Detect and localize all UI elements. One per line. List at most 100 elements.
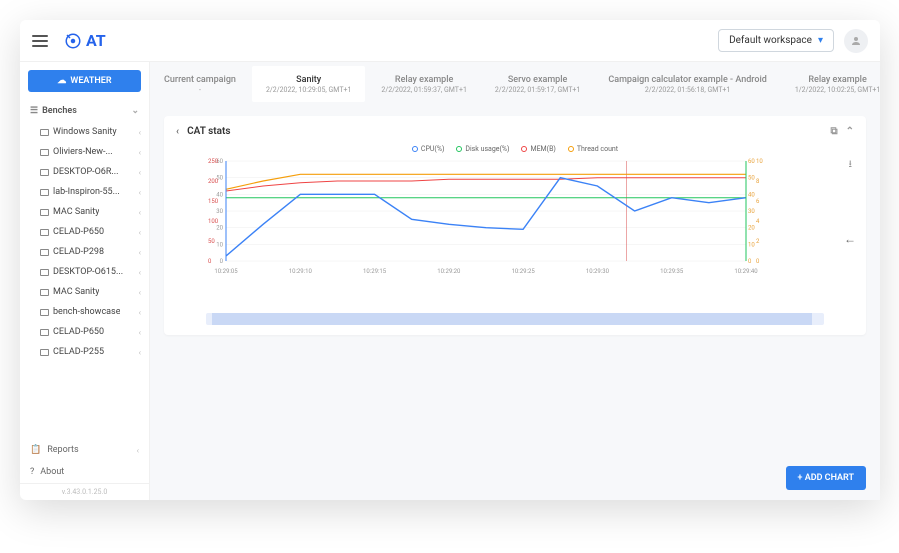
campaign-tabs: Current campaign-Sanity2/2/2022, 10:29:0… bbox=[150, 62, 880, 106]
monitor-icon bbox=[40, 269, 49, 276]
sidebar-item-bench[interactable]: lab-Inspiron-55...‹ bbox=[20, 182, 149, 202]
logo-text: AT bbox=[86, 31, 106, 50]
logo[interactable]: AT bbox=[64, 31, 106, 50]
sidebar-item-bench[interactable]: CELAD-P650‹ bbox=[20, 322, 149, 342]
legend-dot bbox=[521, 146, 527, 152]
campaign-tab[interactable]: Relay example2/2/2022, 01:59:37, GMT+1 bbox=[367, 62, 480, 106]
svg-text:100: 100 bbox=[208, 218, 219, 225]
monitor-icon bbox=[40, 229, 49, 236]
sidebar: ☁ WEATHER ☰ Benches ⌄ Windows Sanity‹Oli… bbox=[20, 62, 150, 500]
workspace-selector[interactable]: Default workspace ▾ bbox=[718, 29, 834, 52]
copy-icon[interactable]: ⧉ bbox=[830, 126, 837, 137]
svg-text:0: 0 bbox=[220, 258, 224, 265]
chevron-left-icon: ‹ bbox=[139, 168, 141, 177]
svg-text:20: 20 bbox=[216, 225, 223, 232]
legend-item[interactable]: MEM(B) bbox=[521, 145, 555, 153]
cloud-icon: ☁ bbox=[57, 76, 66, 86]
chevron-left-icon: ‹ bbox=[139, 348, 141, 357]
campaign-tab[interactable]: Relay example1/2/2022, 10:02:25, GMT+1 bbox=[781, 62, 880, 106]
svg-text:0: 0 bbox=[208, 258, 212, 265]
list-icon: ☰ bbox=[30, 106, 38, 116]
sidebar-item-bench[interactable]: Oliviers-New-...‹ bbox=[20, 142, 149, 162]
svg-text:10:29:20: 10:29:20 bbox=[437, 268, 461, 275]
svg-text:50: 50 bbox=[748, 175, 755, 182]
chevron-left-icon: ‹ bbox=[139, 128, 141, 137]
legend-item[interactable]: CPU(%) bbox=[412, 145, 444, 153]
svg-text:30: 30 bbox=[216, 208, 223, 215]
svg-text:10:29:35: 10:29:35 bbox=[660, 268, 684, 275]
legend-item[interactable]: Disk usage(%) bbox=[456, 145, 509, 153]
chevron-left-icon: ‹ bbox=[139, 188, 141, 197]
range-slider[interactable] bbox=[206, 313, 824, 325]
line-chart: 0102030405060050100150200250024681001020… bbox=[206, 157, 766, 277]
back-icon[interactable]: ‹ bbox=[176, 126, 179, 137]
clipboard-icon: 📋 bbox=[30, 445, 41, 455]
monitor-icon bbox=[40, 129, 49, 136]
collapse-icon[interactable]: ⌃ bbox=[846, 126, 854, 137]
about-link[interactable]: ? About bbox=[20, 461, 149, 483]
sidebar-item-bench[interactable]: MAC Sanity‹ bbox=[20, 202, 149, 222]
svg-text:200: 200 bbox=[208, 178, 219, 185]
svg-text:10: 10 bbox=[748, 241, 755, 248]
monitor-icon bbox=[40, 209, 49, 216]
svg-text:10:29:15: 10:29:15 bbox=[363, 268, 387, 275]
add-chart-button[interactable]: + ADD CHART bbox=[786, 466, 866, 490]
chevron-down-icon: ▾ bbox=[818, 35, 823, 46]
campaign-tab[interactable]: Servo example2/2/2022, 01:59:17, GMT+1 bbox=[481, 62, 594, 106]
topbar: AT Default workspace ▾ bbox=[20, 20, 880, 62]
svg-text:10: 10 bbox=[756, 158, 763, 165]
chevron-left-icon: ‹ bbox=[139, 328, 141, 337]
chevron-down-icon: ⌄ bbox=[131, 106, 139, 116]
svg-text:8: 8 bbox=[756, 178, 760, 185]
card-title: CAT stats bbox=[187, 126, 230, 137]
monitor-icon bbox=[40, 309, 49, 316]
next-icon[interactable]: ← bbox=[844, 232, 856, 246]
sidebar-item-bench[interactable]: bench-showcase‹ bbox=[20, 302, 149, 322]
svg-text:20: 20 bbox=[748, 225, 755, 232]
legend-item[interactable]: Thread count bbox=[568, 145, 618, 153]
sidebar-item-bench[interactable]: Windows Sanity‹ bbox=[20, 122, 149, 142]
help-icon: ? bbox=[30, 467, 34, 477]
svg-text:30: 30 bbox=[748, 208, 755, 215]
chevron-left-icon: ‹ bbox=[137, 446, 139, 455]
svg-text:250: 250 bbox=[208, 158, 219, 165]
svg-text:10:29:40: 10:29:40 bbox=[734, 268, 758, 275]
campaign-tab[interactable]: Current campaign- bbox=[150, 62, 250, 106]
legend-dot bbox=[568, 146, 574, 152]
monitor-icon bbox=[40, 249, 49, 256]
sidebar-item-bench[interactable]: CELAD-P255‹ bbox=[20, 342, 149, 362]
weather-button[interactable]: ☁ WEATHER bbox=[28, 70, 141, 92]
svg-text:4: 4 bbox=[756, 218, 760, 225]
sidebar-item-bench[interactable]: CELAD-P298‹ bbox=[20, 242, 149, 262]
chevron-left-icon: ‹ bbox=[139, 148, 141, 157]
svg-text:60: 60 bbox=[748, 158, 755, 165]
sidebar-item-bench[interactable]: MAC Sanity‹ bbox=[20, 282, 149, 302]
svg-text:0: 0 bbox=[756, 258, 760, 265]
sidebar-item-bench[interactable]: DESKTOP-O615...‹ bbox=[20, 262, 149, 282]
chevron-left-icon: ‹ bbox=[139, 228, 141, 237]
svg-text:0: 0 bbox=[748, 258, 752, 265]
monitor-icon bbox=[40, 289, 49, 296]
monitor-icon bbox=[40, 349, 49, 356]
stats-card: ‹ CAT stats ⧉ ⌃ CPU(%) Disk usage(%) MEM(B… bbox=[164, 116, 866, 335]
svg-text:50: 50 bbox=[208, 238, 215, 245]
menu-icon[interactable] bbox=[32, 35, 48, 47]
benches-section[interactable]: ☰ Benches ⌄ bbox=[20, 100, 149, 122]
svg-text:2: 2 bbox=[756, 238, 760, 245]
sidebar-item-bench[interactable]: CELAD-P650‹ bbox=[20, 222, 149, 242]
legend-dot bbox=[456, 146, 462, 152]
user-icon bbox=[850, 35, 862, 47]
chart-legend: CPU(%) Disk usage(%) MEM(B) Thread count bbox=[176, 145, 854, 153]
user-avatar[interactable] bbox=[844, 29, 868, 53]
main-area: Current campaign-Sanity2/2/2022, 10:29:0… bbox=[150, 62, 880, 500]
svg-text:10:29:30: 10:29:30 bbox=[586, 268, 610, 275]
campaign-tab[interactable]: Sanity2/2/2022, 10:29:05, GMT+1 bbox=[252, 66, 365, 102]
chevron-left-icon: ‹ bbox=[139, 288, 141, 297]
monitor-icon bbox=[40, 149, 49, 156]
svg-text:40: 40 bbox=[748, 191, 755, 198]
campaign-tab[interactable]: Campaign calculator example - Android2/2… bbox=[594, 62, 780, 106]
sidebar-item-bench[interactable]: DESKTOP-O6R...‹ bbox=[20, 162, 149, 182]
reports-link[interactable]: 📋 Reports ‹ bbox=[20, 439, 149, 461]
chevron-left-icon: ‹ bbox=[139, 208, 141, 217]
download-icon[interactable]: ⭳ bbox=[849, 157, 853, 174]
